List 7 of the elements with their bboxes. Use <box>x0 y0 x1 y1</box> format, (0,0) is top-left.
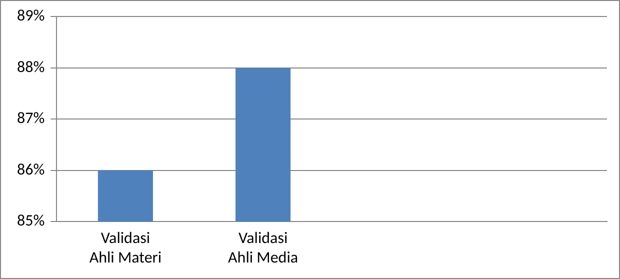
y-tick-label: 85% <box>17 212 45 231</box>
y-tick-label: 86% <box>17 160 45 180</box>
y-tick-label: 88% <box>17 58 45 77</box>
x-tick-label: Validasi Ahli Materi <box>89 229 162 268</box>
y-tick-label: 87% <box>17 109 45 128</box>
y-tick-label: 89% <box>17 6 45 26</box>
x-tick-label: Validasi Ahli Media <box>228 229 298 268</box>
